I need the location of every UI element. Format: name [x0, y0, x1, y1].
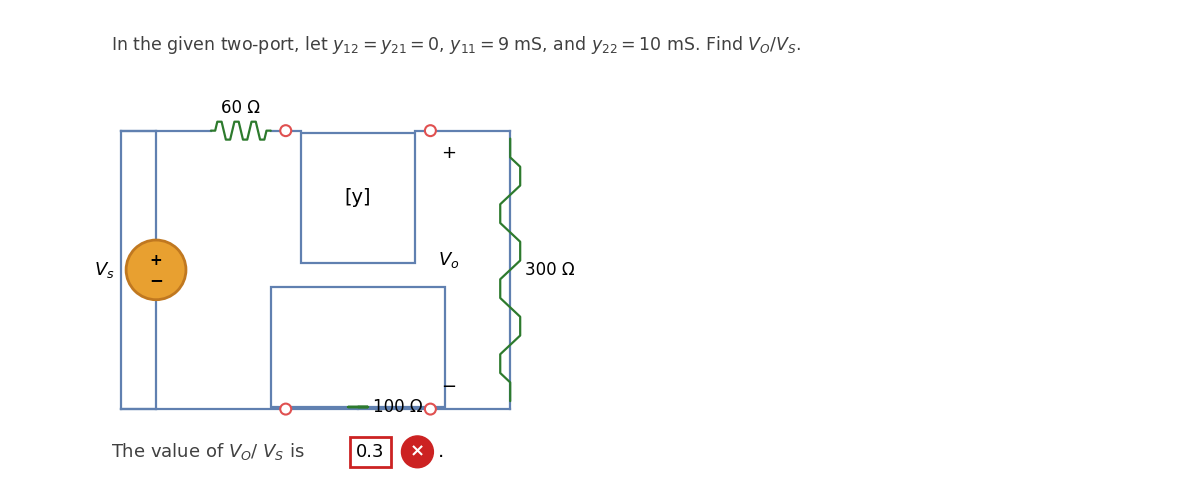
- Circle shape: [281, 403, 292, 414]
- Text: The value of $V_O$/ $V_S$ is: The value of $V_O$/ $V_S$ is: [112, 442, 305, 462]
- Text: 0.3: 0.3: [356, 443, 385, 461]
- Circle shape: [281, 125, 292, 136]
- Text: ×: ×: [410, 443, 425, 461]
- Circle shape: [425, 403, 436, 414]
- Text: $V_s$: $V_s$: [94, 260, 114, 280]
- Text: [y]: [y]: [344, 188, 371, 207]
- Bar: [301, 133, 415, 263]
- Text: +: +: [440, 144, 456, 161]
- Text: −: −: [440, 378, 456, 396]
- Bar: [271, 287, 445, 407]
- Text: 300 Ω: 300 Ω: [526, 261, 575, 279]
- Circle shape: [126, 240, 186, 299]
- Text: 60 Ω: 60 Ω: [221, 99, 260, 117]
- Text: $V_o$: $V_o$: [438, 250, 460, 270]
- Text: +: +: [150, 253, 162, 268]
- Circle shape: [425, 125, 436, 136]
- Text: In the given two-port, let $y_{12} = y_{21} = 0$, $y_{11} = 9$ mS, and $y_{22} =: In the given two-port, let $y_{12} = y_{…: [112, 34, 802, 56]
- Text: 100 Ω: 100 Ω: [373, 398, 422, 416]
- Text: .: .: [438, 443, 445, 461]
- Circle shape: [402, 436, 433, 468]
- Text: −: −: [149, 271, 163, 289]
